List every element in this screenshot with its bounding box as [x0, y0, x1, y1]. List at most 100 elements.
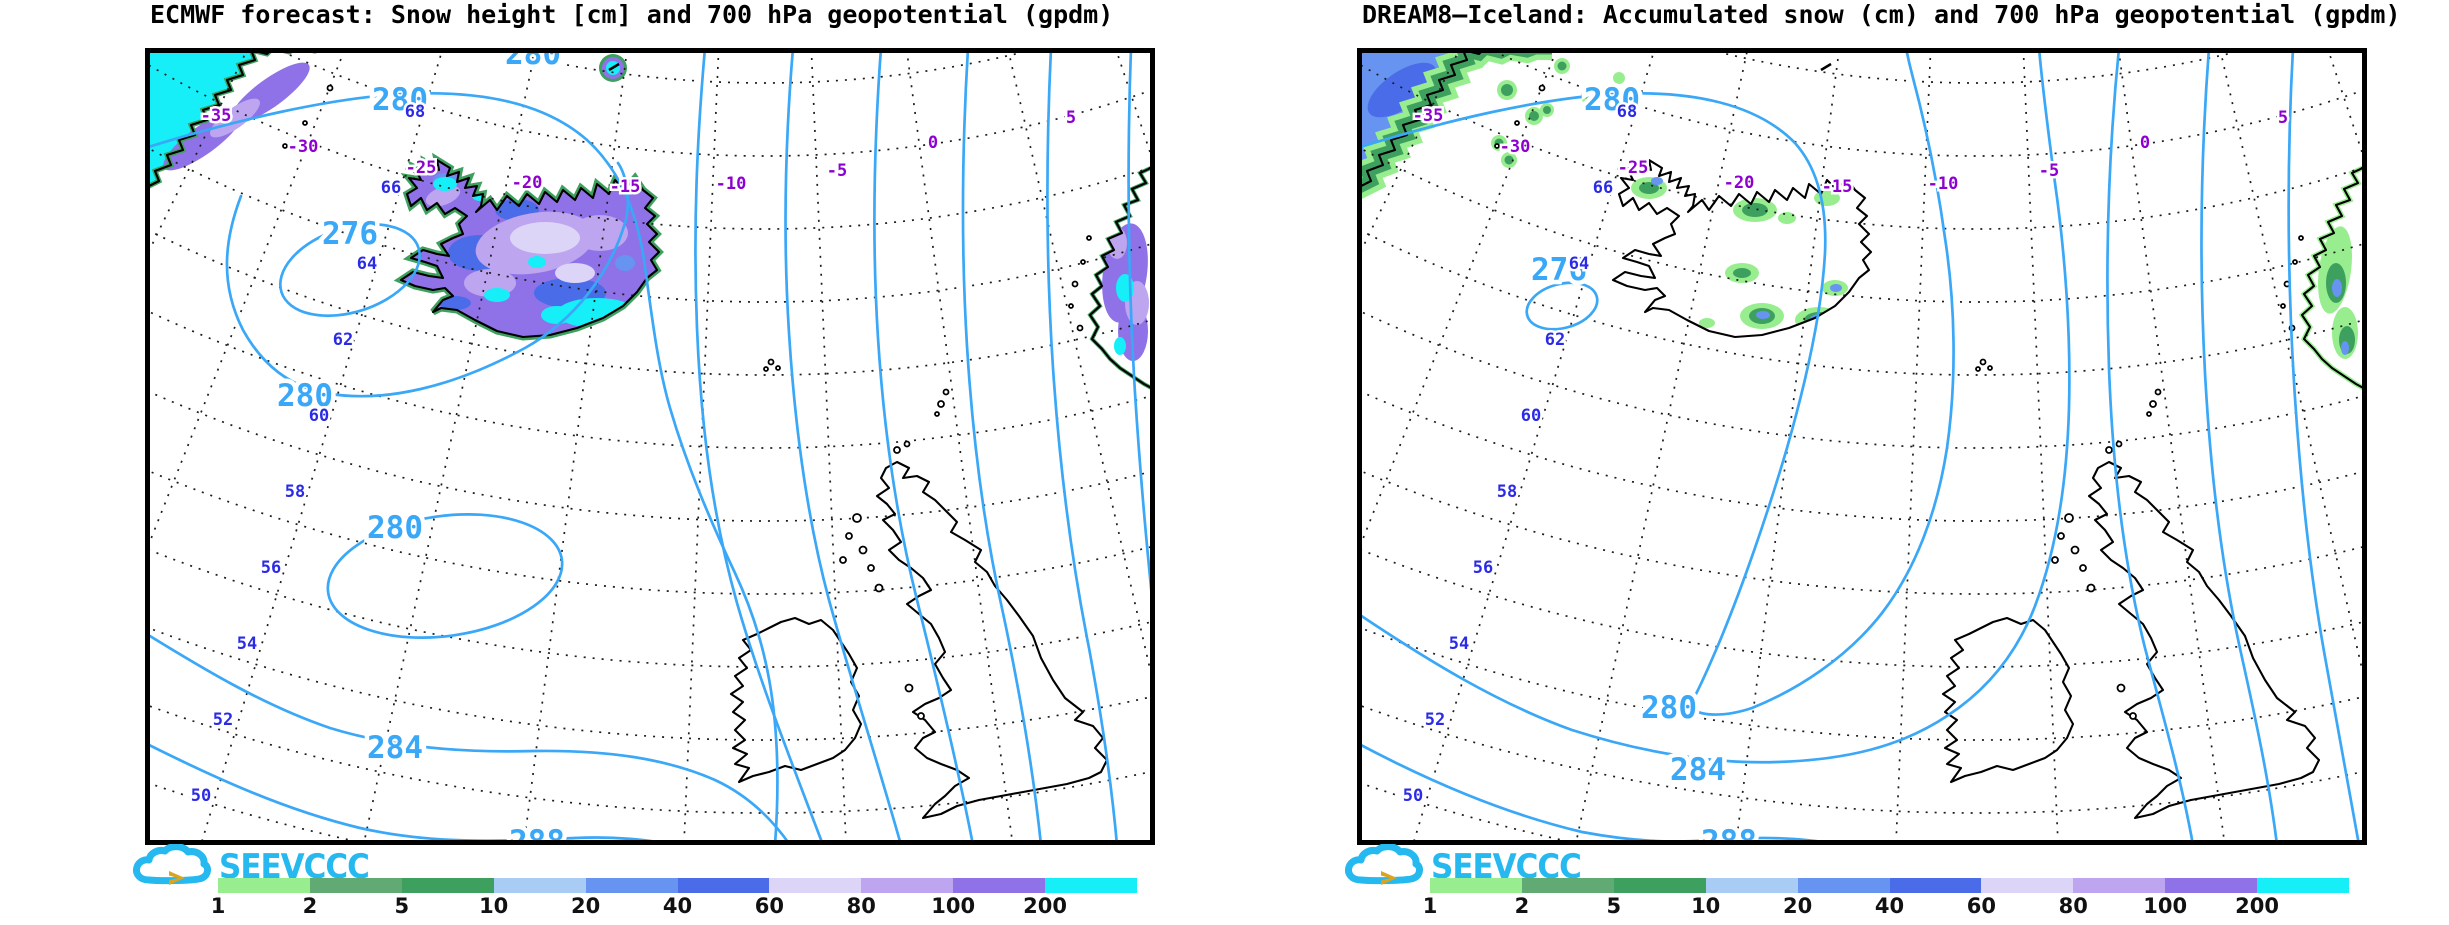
legend-segment-80 — [861, 878, 954, 893]
legend-value: 20 — [570, 894, 601, 918]
legend-value: 1 — [1422, 894, 1438, 918]
legend-segment-200 — [1045, 878, 1138, 893]
latitude-label: 50 — [191, 786, 211, 806]
legend-segment-10 — [493, 878, 586, 893]
contour-label: 280 — [277, 378, 333, 414]
latitude-label: 54 — [237, 634, 257, 654]
weather-map-dream8: 28027628028428868666462605856545250-35-3… — [1357, 48, 2367, 845]
latitude-label: 60 — [1521, 406, 1541, 426]
contour-label: 280 — [372, 82, 428, 118]
longitude-label: -20 — [512, 173, 543, 193]
longitude-label: -15 — [1822, 177, 1853, 197]
legend-value: 5 — [394, 894, 410, 918]
legend-value: 40 — [662, 894, 693, 918]
legend-segment-2 — [309, 878, 402, 893]
legend-segment-20 — [585, 878, 678, 893]
geopotential-contours — [1357, 48, 2361, 845]
contour-label: 280 — [367, 510, 423, 546]
latitude-label: 52 — [213, 710, 233, 730]
map-border — [1357, 48, 2367, 845]
gold-arrow-icon — [1381, 871, 1397, 885]
legend-value: 40 — [1874, 894, 1905, 918]
legend-value: 2 — [302, 894, 318, 918]
longitude-label: -20 — [1724, 173, 1755, 193]
longitude-label: -35 — [201, 106, 232, 126]
legend-value: 200 — [1023, 894, 1068, 918]
legend-value: 10 — [1691, 894, 1721, 918]
latitude-label: 58 — [285, 482, 305, 502]
longitude-label: -25 — [1618, 158, 1649, 178]
legend-value: 80 — [846, 894, 876, 918]
legend-segment-1 — [1430, 878, 1522, 893]
latitude-label: 68 — [405, 102, 425, 122]
legend-value: 100 — [2143, 894, 2188, 918]
latitude-label: 66 — [1593, 178, 1613, 198]
legend-value: 200 — [2235, 894, 2280, 918]
geopotential-contours — [145, 48, 1155, 845]
latitude-label: 66 — [381, 178, 401, 198]
longitude-label: 0 — [928, 133, 938, 153]
legend-value: 2 — [1514, 894, 1530, 918]
longitude-label: -10 — [716, 174, 747, 194]
legend-segment-80 — [2073, 878, 2166, 893]
longitude-label: -5 — [2039, 161, 2059, 181]
latitude-label: 64 — [357, 254, 377, 274]
longitude-label: 0 — [2140, 133, 2150, 153]
legend-value: 60 — [1966, 894, 1997, 918]
longitude-label: -10 — [1928, 174, 1959, 194]
legend-value: 60 — [754, 894, 785, 918]
legend-segment-2 — [1521, 878, 1614, 893]
longitude-label: -5 — [827, 161, 847, 181]
snow-scale-values: 1 2 5 10 20 40 60 80 100 200 — [1423, 891, 2349, 918]
legend-segment-100 — [2165, 878, 2258, 893]
latitude-label: 50 — [1403, 786, 1423, 806]
contour-label: 284 — [367, 730, 423, 766]
gold-arrow-icon — [169, 871, 185, 885]
snow-scale-colorbar — [1430, 878, 2350, 893]
snow-scale-colorbar — [218, 878, 1138, 893]
legend-segment-1 — [218, 878, 310, 893]
snow-shading-layer — [145, 48, 1155, 392]
latitude-label: 56 — [261, 558, 281, 578]
legend-segment-200 — [2257, 878, 2350, 893]
longitude-label: -35 — [1413, 106, 1444, 126]
legend-value: 20 — [1782, 894, 1813, 918]
latitude-label: 60 — [309, 406, 329, 426]
title-line1: ECMWF forecast: Snow height [cm] and 700… — [150, 0, 1114, 29]
legend-value: 80 — [2058, 894, 2088, 918]
legend-segment-60 — [1981, 878, 2074, 893]
legend-segment-40 — [1889, 878, 1982, 893]
map-labels: 2802802762802802842886866646260585654525… — [188, 48, 1078, 845]
longitude-label: -30 — [288, 137, 319, 157]
contour-label: 284 — [1670, 752, 1726, 788]
legend-segment-5 — [1613, 878, 1706, 893]
contour-label: 280 — [1584, 82, 1640, 118]
contour-label: 280 — [1641, 690, 1697, 726]
legend-value: 10 — [479, 894, 509, 918]
legend-value: 5 — [1606, 894, 1622, 918]
latitude-label: 68 — [1617, 102, 1637, 122]
legend-segment-10 — [1705, 878, 1798, 893]
legend-segment-20 — [1797, 878, 1890, 893]
latitude-label: 62 — [333, 330, 353, 350]
legend-value: 1 — [210, 894, 226, 918]
latitude-label: 58 — [1497, 482, 1517, 502]
map-labels: 28027628028428868666462605856545250-35-3… — [1400, 78, 2290, 846]
map-border — [145, 48, 1155, 845]
snow-scale-values: 1 2 5 10 20 40 60 80 100 200 — [211, 891, 1137, 918]
latitude-label: 54 — [1449, 634, 1469, 654]
snow-shading-layer — [1357, 48, 2367, 390]
legend-segment-40 — [677, 878, 770, 893]
weather-map-ecmwf: 2802802762802802842886866646260585654525… — [145, 48, 1155, 845]
graticule — [145, 48, 1155, 845]
title-line1: DREAM8—Iceland: Accumulated snow (cm) an… — [1362, 0, 2401, 29]
longitude-label: -30 — [1500, 137, 1531, 157]
longitude-label: 5 — [2278, 108, 2288, 128]
latitude-label: 64 — [1569, 254, 1589, 274]
cloud-logo-icon — [1345, 844, 1423, 885]
longitude-label: -15 — [610, 177, 641, 197]
legend-value: 100 — [931, 894, 976, 918]
longitude-label: 5 — [1066, 108, 1076, 128]
latitude-label: 52 — [1425, 710, 1445, 730]
latitude-label: 62 — [1545, 330, 1565, 350]
